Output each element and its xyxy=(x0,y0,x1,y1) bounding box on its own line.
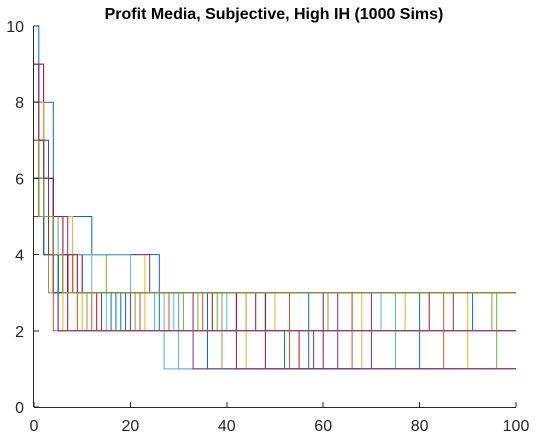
axes xyxy=(33,26,516,408)
x-tick-label: 0 xyxy=(30,418,39,435)
x-axis-ticks: 0 20 40 60 80 100 xyxy=(30,402,530,435)
x-tick-label: 80 xyxy=(411,418,429,435)
y-tick-label: 10 xyxy=(6,19,24,36)
chart-title: Profit Media, Subjective, High IH (1000 … xyxy=(105,6,444,23)
plot-area: 0 20 40 60 80 100 0 2 4 6 8 10 xyxy=(6,19,529,435)
x-tick-label: 100 xyxy=(503,418,530,435)
sim-series-line-82 xyxy=(34,139,516,294)
y-tick-label: 8 xyxy=(15,95,24,112)
series-lines xyxy=(34,25,516,370)
x-tick-label: 20 xyxy=(122,418,140,435)
y-tick-label: 6 xyxy=(15,171,24,188)
y-tick-label: 0 xyxy=(15,400,24,417)
x-tick-label: 60 xyxy=(314,418,332,435)
y-tick-label: 4 xyxy=(15,248,24,265)
y-axis-ticks: 0 2 4 6 8 10 xyxy=(6,19,39,417)
x-tick-label: 40 xyxy=(218,418,236,435)
y-tick-label: 2 xyxy=(15,324,24,341)
